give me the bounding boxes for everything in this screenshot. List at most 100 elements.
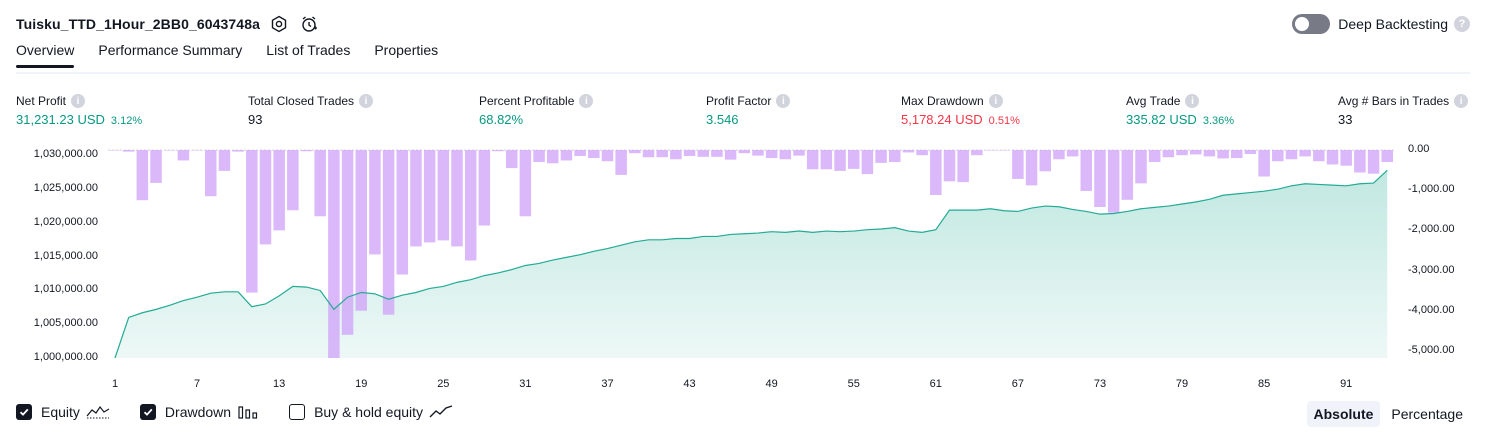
info-icon[interactable]: i: [1185, 94, 1200, 108]
drawdown-bar: [150, 150, 162, 183]
drawdown-bar: [1039, 150, 1051, 172]
equity-checkbox[interactable]: [16, 404, 32, 420]
drawdown-bar: [1313, 150, 1325, 162]
legend-label: Drawdown: [164, 404, 232, 420]
tab-performance-summary[interactable]: Performance Summary: [98, 42, 243, 58]
drawdown-bar: [232, 150, 244, 152]
y-axis-left-tick: 1,025,000.00: [33, 182, 98, 195]
toggle-knob: [1295, 17, 1310, 31]
drawdown-bar: [328, 150, 340, 358]
drawdown-bars-icon: [237, 404, 259, 420]
y-axis-right-tick: -5,000.00: [1408, 343, 1455, 356]
drawdown-bar: [259, 150, 272, 245]
drawdown-bar: [533, 150, 545, 163]
drawdown-bar: [1340, 150, 1352, 166]
drawdown-bar: [1326, 150, 1339, 165]
drawdown-bar: [642, 150, 655, 158]
help-icon[interactable]: ?: [1454, 16, 1470, 32]
drawdown-bar: [574, 150, 586, 157]
tab-overview[interactable]: Overview: [16, 42, 75, 68]
drawdown-bar: [943, 150, 956, 182]
info-icon[interactable]: i: [579, 94, 594, 108]
x-axis-tick: 73: [1093, 378, 1107, 390]
x-axis-tick: 61: [929, 378, 942, 390]
drawdown-bar: [738, 150, 751, 154]
drawdown-bar: [246, 150, 258, 293]
drawdown-bar: [177, 150, 190, 161]
drawdown-bar: [930, 150, 942, 195]
info-icon[interactable]: i: [71, 94, 86, 108]
x-axis-tick: 37: [601, 378, 614, 390]
metric-value: 68.82%: [479, 112, 524, 127]
drawdown-bar: [437, 150, 450, 241]
x-axis-tick: 55: [847, 378, 860, 390]
drawdown-bar: [1203, 150, 1216, 157]
drawdown-bar: [1148, 150, 1161, 163]
info-icon[interactable]: i: [359, 94, 374, 108]
drawdown-bar: [957, 150, 969, 183]
chart-legend: Equity Drawdown Buy & hold equity: [16, 404, 483, 420]
info-icon[interactable]: i: [988, 94, 1003, 108]
deep-backtesting-toggle[interactable]: [1292, 14, 1331, 34]
drawdown-bar: [218, 150, 231, 171]
metric-net-profit: Net Profit i 31,231.23 USD 3.12%: [16, 94, 142, 127]
alert-clock-icon[interactable]: [298, 13, 320, 35]
drawdown-bar: [1094, 150, 1106, 208]
x-axis-tick: 49: [765, 378, 778, 390]
x-axis-tick: 91: [1340, 378, 1353, 390]
drawdown-bar: [122, 150, 135, 152]
y-axis-left-tick: 1,020,000.00: [33, 215, 98, 228]
drawdown-bar: [396, 150, 409, 275]
y-axis-left-tick: 1,030,000.00: [33, 148, 98, 161]
tab-list-of-trades[interactable]: List of Trades: [266, 42, 351, 58]
metric-value: 93: [248, 112, 263, 127]
drawdown-bar: [629, 150, 641, 154]
drawdown-bar: [300, 150, 313, 152]
metric-value: 5,178.24 USD: [901, 112, 983, 127]
equity-area: [115, 170, 1388, 358]
legend-equity[interactable]: Equity: [16, 404, 110, 420]
drawdown-bar: [998, 150, 1010, 151]
drawdown-bar: [683, 150, 696, 157]
drawdown-bar: [861, 150, 874, 175]
drawdown-bar: [670, 150, 682, 160]
drawdown-bar: [1244, 150, 1257, 155]
y-axis-right-tick: -2,000.00: [1408, 223, 1455, 236]
y-axis-left-tick: 1,000,000.00: [33, 351, 98, 363]
drawdown-bar: [1176, 150, 1188, 156]
settings-icon[interactable]: [268, 13, 290, 35]
metric-percent: 3.36%: [1202, 115, 1235, 127]
drawdown-bar: [136, 150, 149, 201]
drawdown-bar: [314, 150, 326, 217]
percentage-button[interactable]: Percentage: [1391, 406, 1463, 422]
legend-drawdown[interactable]: Drawdown: [139, 404, 259, 420]
buy-hold-checkbox[interactable]: [289, 404, 306, 420]
tab-bar: Overview Performance Summary List of Tra…: [16, 42, 462, 68]
drawdown-bar: [902, 150, 915, 153]
x-axis-tick: 25: [437, 378, 450, 390]
y-axis-left-tick: 1,015,000.00: [33, 249, 98, 262]
info-icon[interactable]: i: [776, 94, 791, 108]
absolute-button[interactable]: Absolute: [1306, 401, 1381, 427]
deep-backtesting: Deep Backtesting ?: [1292, 12, 1470, 36]
drawdown-bar: [1162, 150, 1175, 158]
legend-label: Equity: [41, 404, 80, 420]
legend-buy-hold-equity[interactable]: Buy & hold equity: [289, 404, 453, 420]
y-axis-right-tick: -3,000.00: [1408, 263, 1455, 276]
metric-avg-trade: Avg Trade i 335.82 USD 3.36%: [1126, 94, 1234, 127]
x-axis-tick: 67: [1011, 378, 1024, 390]
scale-mode-toggle: Absolute Percentage: [1303, 401, 1471, 427]
drawdown-bar: [273, 150, 285, 231]
metric-label: Max Drawdown: [901, 94, 984, 108]
x-axis-tick: 1: [111, 378, 119, 390]
tab-properties[interactable]: Properties: [374, 42, 439, 58]
drawdown-bar: [1354, 150, 1366, 173]
metric-percent: 0.51%: [988, 115, 1020, 127]
drawdown-bar: [615, 150, 627, 175]
info-icon[interactable]: i: [1454, 94, 1469, 108]
drawdown-bar: [656, 150, 668, 158]
drawdown-bar: [492, 150, 504, 152]
drawdown-bar: [1217, 150, 1229, 159]
x-axis-tick: 13: [273, 378, 286, 390]
drawdown-checkbox[interactable]: [139, 404, 156, 420]
